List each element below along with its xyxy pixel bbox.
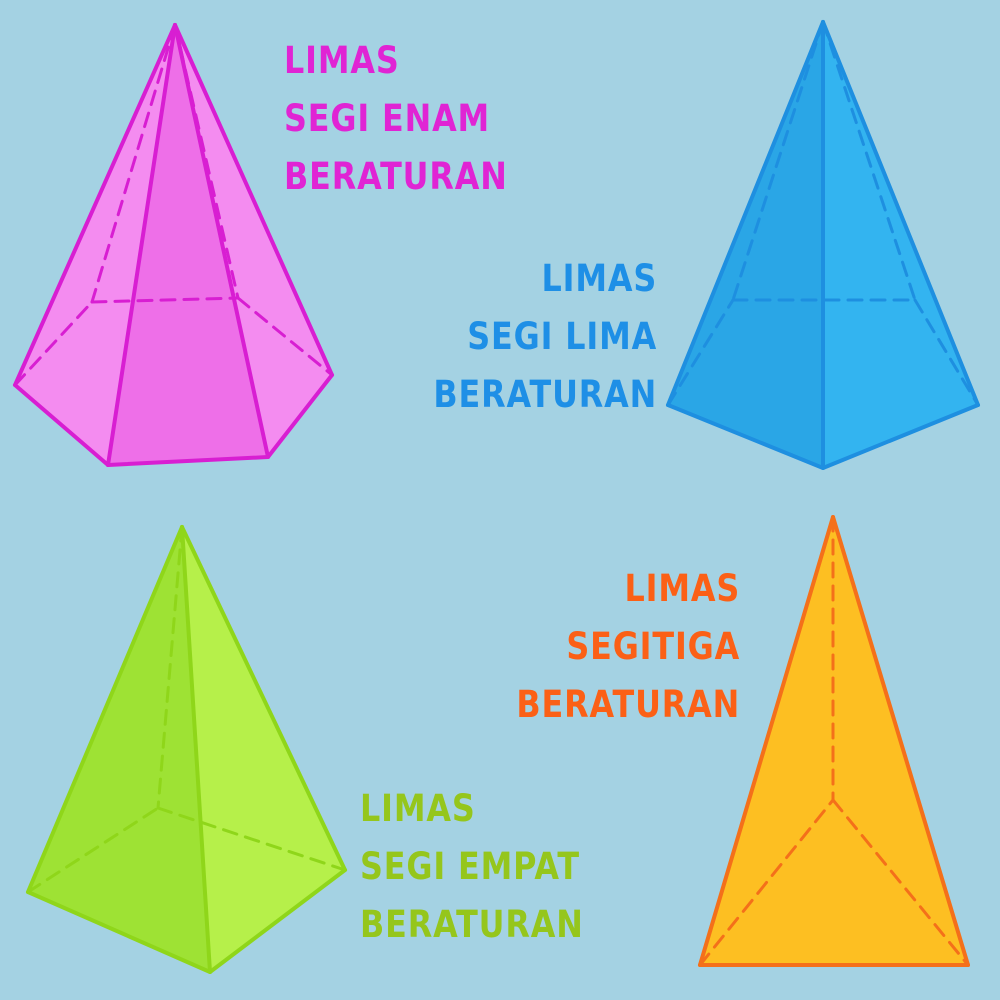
triangular-pyramid-label: LIMAS SEGITIGA BERATURAN: [516, 560, 740, 734]
label-line: LIMAS: [541, 257, 657, 300]
label-line: SEGI ENAM: [284, 97, 491, 140]
label-line: BERATURAN: [516, 683, 740, 726]
label-line: SEGI EMPAT: [360, 845, 580, 888]
pentagonal-pyramid-label: LIMAS SEGI LIMA BERATURAN: [433, 250, 657, 424]
hexagonal-pyramid-front-face: [108, 25, 268, 465]
square-pyramid-hidden-edges: [26, 525, 347, 894]
label-line: SEGI LIMA: [467, 315, 657, 358]
pentagonal-pyramid-left-face: [668, 22, 823, 468]
hexagonal-pyramid-edges: [13, 23, 334, 467]
square-pyramid-edges: [26, 525, 347, 974]
triangular-pyramid-hidden-edges: [698, 515, 970, 967]
square-pyramid-left-face: [28, 527, 210, 972]
pentagonal-pyramid: [666, 20, 980, 470]
hexagonal-pyramid-label: LIMAS SEGI ENAM BERATURAN: [284, 32, 508, 206]
square-pyramid: [26, 525, 347, 974]
label-line: BERATURAN: [360, 903, 584, 946]
label-line: BERATURAN: [284, 155, 508, 198]
triangular-pyramid-body: [700, 517, 968, 965]
pentagonal-pyramid-edges: [666, 20, 980, 470]
triangular-pyramid: [698, 515, 970, 967]
triangular-pyramid-edges: [698, 515, 970, 967]
label-line: LIMAS: [624, 567, 740, 610]
label-line: BERATURAN: [433, 373, 657, 416]
label-line: LIMAS: [360, 787, 476, 830]
hexagonal-pyramid: [13, 23, 334, 467]
label-line: SEGITIGA: [566, 625, 740, 668]
label-line: LIMAS: [284, 39, 400, 82]
square-pyramid-label: LIMAS SEGI EMPAT BERATURAN: [360, 780, 584, 954]
